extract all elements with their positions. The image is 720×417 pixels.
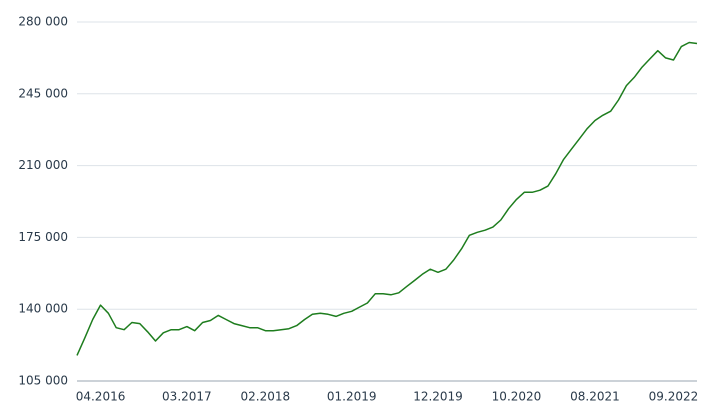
- x-tick-label: 08.2021: [570, 390, 620, 404]
- y-tick-label: 280 000: [18, 15, 68, 29]
- y-tick-label: 175 000: [18, 230, 68, 244]
- x-tick-label: 09.2022: [649, 390, 699, 404]
- x-tick-label: 03.2017: [162, 390, 212, 404]
- y-tick-label: 245 000: [18, 86, 68, 100]
- x-tick-label: 10.2020: [492, 390, 542, 404]
- y-tick-label: 210 000: [18, 158, 68, 172]
- x-tick-label: 04.2016: [76, 390, 126, 404]
- x-tick-label: 12.2019: [413, 390, 463, 404]
- line: [76, 41, 698, 356]
- x-tick-label: 02.2018: [241, 390, 291, 404]
- y-tick-label: 105 000: [18, 374, 68, 388]
- x-tick-label: 01.2019: [327, 390, 377, 404]
- y-tick-label: 140 000: [18, 302, 68, 316]
